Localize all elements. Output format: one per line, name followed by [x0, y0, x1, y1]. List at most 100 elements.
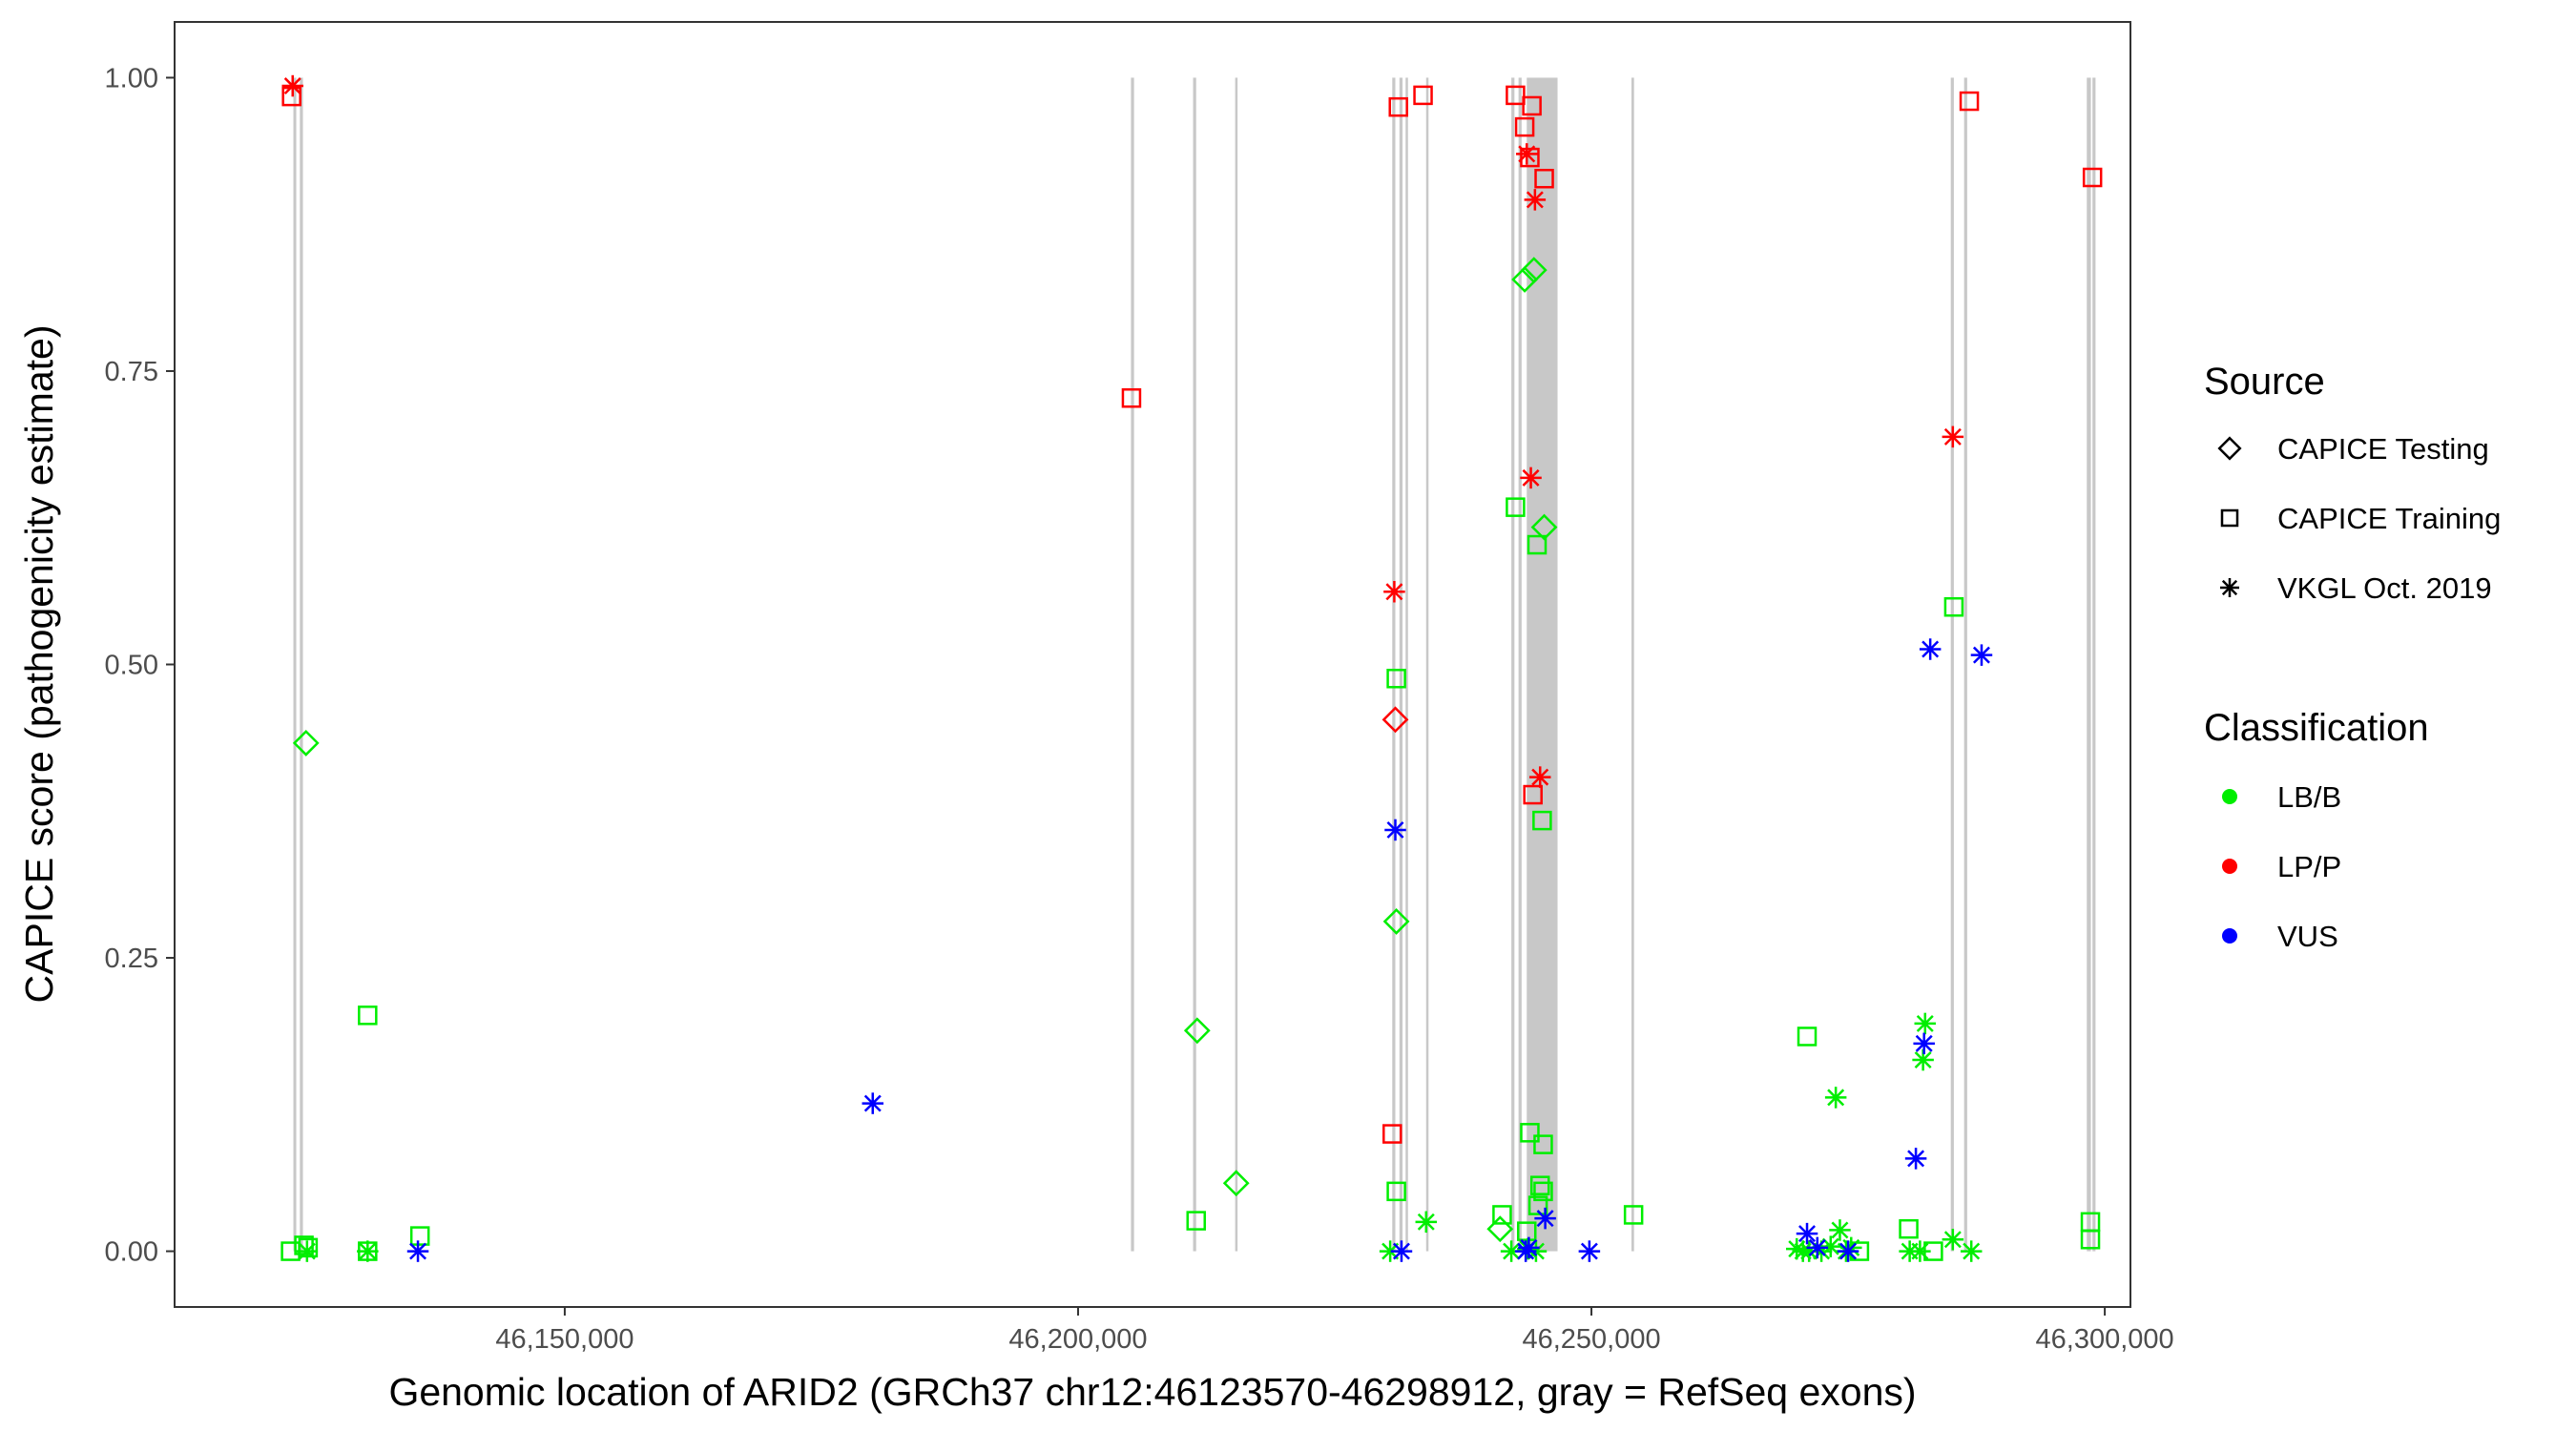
- data-point: [1382, 907, 1410, 935]
- y-tick-label: 1.00: [105, 63, 158, 93]
- data-point: [1942, 425, 1964, 448]
- data-point: [1390, 1240, 1413, 1262]
- data-point: [1522, 95, 1542, 116]
- data-point: [1623, 1205, 1644, 1225]
- data-point: [1899, 1240, 1921, 1262]
- data-point: [357, 1240, 379, 1262]
- exon-band-11: [1518, 77, 1522, 1252]
- exon-band-16: [2087, 77, 2091, 1252]
- legend-source-label: VKGL Oct. 2019: [2277, 571, 2492, 605]
- data-point: [1533, 1181, 1553, 1202]
- legend-source-entry: CAPICE Training: [2220, 502, 2501, 535]
- exon-band-8: [1405, 77, 1408, 1252]
- exon-band-13: [1631, 77, 1634, 1252]
- legend-classification-entry: VUS: [2222, 920, 2338, 953]
- data-point: [281, 74, 304, 97]
- data-point: [1829, 1219, 1851, 1241]
- data-point: [1970, 644, 1993, 666]
- legend-diamond-icon: [2217, 436, 2242, 461]
- data-point: [406, 1240, 429, 1262]
- legend-classification-label: LP/P: [2277, 850, 2341, 883]
- legend-classification-label: VUS: [2277, 920, 2338, 953]
- exon-band-9: [1425, 77, 1429, 1252]
- data-point: [1959, 91, 1980, 112]
- y-tick-label: 0.75: [105, 357, 158, 387]
- data-point: [1511, 266, 1539, 293]
- exon-band-1: [293, 77, 297, 1252]
- y-tick-label: 0.00: [105, 1237, 158, 1268]
- data-point: [1486, 1215, 1514, 1243]
- data-point: [2080, 1230, 2101, 1250]
- data-point: [1528, 766, 1551, 788]
- legend: Source CAPICE Testing CAPICE Training VKGL…: [2204, 361, 2501, 953]
- x-tick-label: 46,150,000: [495, 1324, 634, 1355]
- data-point: [1529, 1175, 1550, 1195]
- x-tick-label: 46,300,000: [2036, 1324, 2174, 1355]
- x-tick-label: 46,250,000: [1522, 1324, 1660, 1355]
- legend-classification-entry: LP/P: [2222, 850, 2341, 883]
- data-point: [1222, 1170, 1250, 1197]
- data-point: [1527, 534, 1548, 555]
- data-point: [1524, 189, 1547, 211]
- exon-band-7: [1399, 77, 1403, 1252]
- legend-classification-entry: LB/B: [2222, 780, 2341, 814]
- legend-dot-icon: [2222, 928, 2237, 944]
- data-point: [296, 1240, 319, 1262]
- data-point: [1515, 143, 1538, 165]
- data-point: [1121, 388, 1142, 408]
- data-point: [1904, 1148, 1927, 1170]
- legend-classification-title: Classification: [2204, 707, 2429, 749]
- data-point: [1518, 1236, 1540, 1259]
- data-point: [1520, 147, 1540, 168]
- data-point: [1797, 1027, 1818, 1047]
- data-points: [280, 74, 2103, 1262]
- data-point: [1413, 85, 1433, 106]
- exon-band-17: [2092, 77, 2096, 1252]
- legend-source-title: Source: [2204, 361, 2325, 403]
- exon-band-14: [1950, 77, 1954, 1252]
- data-point: [1942, 1229, 1964, 1251]
- data-point: [1913, 1032, 1935, 1055]
- y-axis: 0.00 0.25 0.50 0.75 1.00: [105, 63, 175, 1268]
- data-point: [1837, 1240, 1859, 1262]
- data-point: [1506, 497, 1526, 517]
- x-axis-title: Genomic location of ARID2 (GRCh37 chr12:…: [388, 1370, 1916, 1414]
- exon-band-3: [1131, 77, 1134, 1252]
- data-point: [409, 1226, 430, 1246]
- x-axis: 46,150,000 46,200,000 46,250,000 46,300,000: [495, 1307, 2174, 1355]
- legend-source-entries: CAPICE Testing CAPICE Training VKGL Oct. 2…: [2217, 432, 2501, 605]
- legend-source-label: CAPICE Testing: [2277, 432, 2489, 466]
- legend-asterisk-icon: [2220, 578, 2239, 597]
- exon-bands: [293, 77, 2096, 1252]
- data-point: [1899, 1218, 1919, 1239]
- data-point: [1388, 96, 1408, 117]
- legend-source-entry: CAPICE Testing: [2217, 432, 2489, 466]
- exon-band-15: [1963, 77, 1967, 1252]
- data-point: [1534, 168, 1554, 189]
- data-point: [1492, 1205, 1512, 1225]
- data-point: [1183, 1017, 1211, 1045]
- data-point: [1520, 467, 1542, 489]
- data-point: [1520, 257, 1548, 284]
- exon-band-2: [300, 77, 303, 1252]
- data-point: [1383, 580, 1405, 603]
- data-point: [1514, 116, 1535, 137]
- data-point: [1386, 669, 1406, 689]
- data-point: [1960, 1240, 1983, 1262]
- data-point: [1381, 706, 1409, 734]
- data-point: [1527, 1195, 1548, 1215]
- data-point: [1530, 513, 1558, 541]
- data-point: [1578, 1240, 1601, 1262]
- exon-band-10: [1511, 77, 1515, 1252]
- data-point: [1382, 1124, 1402, 1144]
- data-point: [292, 730, 320, 757]
- data-point: [2082, 167, 2103, 188]
- y-axis-title: CAPICE score (pathogenicity estimate): [17, 325, 61, 1004]
- data-point: [1384, 819, 1406, 841]
- data-point: [1506, 85, 1526, 106]
- data-point: [1415, 1211, 1438, 1234]
- data-point: [862, 1092, 884, 1114]
- data-point: [1532, 810, 1552, 831]
